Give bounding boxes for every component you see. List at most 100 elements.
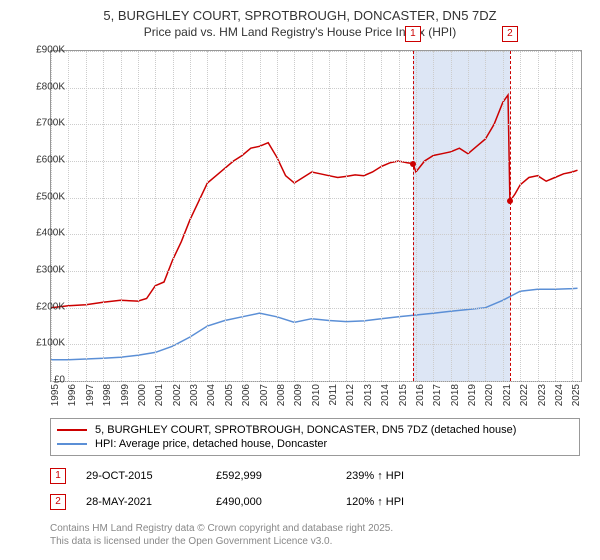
x-axis-label: 2013	[363, 384, 374, 424]
gridline-h	[51, 161, 581, 162]
marker-box: 1	[405, 26, 421, 42]
gridline-v	[103, 51, 104, 381]
gridline-h	[51, 271, 581, 272]
gridline-v	[433, 51, 434, 381]
gridline-v	[555, 51, 556, 381]
x-axis-label: 2007	[259, 384, 270, 424]
x-axis-label: 2005	[224, 384, 235, 424]
x-axis-label: 2004	[206, 384, 217, 424]
footer-line: This data is licensed under the Open Gov…	[50, 535, 393, 548]
legend-item: HPI: Average price, detached house, Donc…	[57, 437, 573, 451]
y-axis-label: £600K	[36, 155, 65, 166]
gridline-v	[86, 51, 87, 381]
gridline-v	[346, 51, 347, 381]
x-axis-label: 2014	[380, 384, 391, 424]
x-axis-label: 2015	[398, 384, 409, 424]
x-axis-label: 2010	[311, 384, 322, 424]
gridline-v	[399, 51, 400, 381]
footer-line: Contains HM Land Registry data © Crown c…	[50, 522, 393, 535]
legend-label: 5, BURGHLEY COURT, SPROTBROUGH, DONCASTE…	[95, 424, 516, 436]
marker-dot	[410, 161, 416, 167]
gridline-v	[520, 51, 521, 381]
x-axis-label: 2001	[154, 384, 165, 424]
legend-label: HPI: Average price, detached house, Donc…	[95, 438, 327, 450]
x-axis-label: 2025	[571, 384, 582, 424]
x-axis-label: 2012	[345, 384, 356, 424]
x-axis-label: 2006	[241, 384, 252, 424]
gridline-v	[51, 51, 52, 381]
x-axis-label: 1997	[85, 384, 96, 424]
gridline-h	[51, 51, 581, 52]
gridline-h	[51, 381, 581, 382]
marker-dot	[507, 198, 513, 204]
x-axis-label: 2016	[415, 384, 426, 424]
gridline-h	[51, 124, 581, 125]
gridline-v	[121, 51, 122, 381]
y-axis-label: £900K	[36, 45, 65, 56]
x-axis-label: 2022	[519, 384, 530, 424]
line-series-svg	[51, 51, 581, 381]
gridline-h	[51, 344, 581, 345]
tx-pct: 120% ↑ HPI	[346, 496, 476, 508]
tx-price: £592,999	[216, 470, 346, 482]
tx-pct: 239% ↑ HPI	[346, 470, 476, 482]
plot-area: 12	[50, 50, 582, 382]
x-axis-label: 2024	[554, 384, 565, 424]
x-axis-label: 1995	[50, 384, 61, 424]
x-axis-label: 1996	[67, 384, 78, 424]
gridline-v	[364, 51, 365, 381]
tx-marker-icon: 1	[50, 468, 66, 484]
x-axis-label: 2019	[467, 384, 478, 424]
legend-item: 5, BURGHLEY COURT, SPROTBROUGH, DONCASTE…	[57, 423, 573, 437]
gridline-v	[68, 51, 69, 381]
marker-vline	[413, 51, 414, 381]
x-axis-label: 2017	[432, 384, 443, 424]
marker-vline	[510, 51, 511, 381]
gridline-v	[260, 51, 261, 381]
y-axis-label: £500K	[36, 191, 65, 202]
transaction-row: 2 28-MAY-2021 £490,000 120% ↑ HPI	[50, 492, 580, 512]
x-axis-label: 2000	[137, 384, 148, 424]
y-axis-label: £800K	[36, 81, 65, 92]
gridline-h	[51, 198, 581, 199]
y-axis-label: £700K	[36, 118, 65, 129]
gridline-h	[51, 88, 581, 89]
marker-box: 2	[502, 26, 518, 42]
tx-date: 29-OCT-2015	[86, 470, 216, 482]
series-hpi	[51, 288, 578, 360]
gridline-v	[503, 51, 504, 381]
tx-price: £490,000	[216, 496, 346, 508]
x-axis-label: 2008	[276, 384, 287, 424]
chart-container: 5, BURGHLEY COURT, SPROTBROUGH, DONCASTE…	[0, 0, 600, 560]
x-axis-label: 2021	[502, 384, 513, 424]
chart-title: 5, BURGHLEY COURT, SPROTBROUGH, DONCASTE…	[0, 0, 600, 23]
gridline-v	[155, 51, 156, 381]
tx-marker-icon: 2	[50, 494, 66, 510]
gridline-h	[51, 308, 581, 309]
gridline-v	[538, 51, 539, 381]
series-property	[51, 95, 578, 308]
gridline-v	[485, 51, 486, 381]
gridline-v	[277, 51, 278, 381]
gridline-v	[294, 51, 295, 381]
legend-swatch	[57, 443, 87, 445]
gridline-v	[381, 51, 382, 381]
gridline-v	[312, 51, 313, 381]
gridline-v	[468, 51, 469, 381]
footer-attribution: Contains HM Land Registry data © Crown c…	[50, 522, 393, 548]
x-axis-label: 2009	[293, 384, 304, 424]
gridline-v	[451, 51, 452, 381]
transaction-table: 1 29-OCT-2015 £592,999 239% ↑ HPI 2 28-M…	[50, 466, 580, 512]
x-axis-label: 2020	[484, 384, 495, 424]
tx-date: 28-MAY-2021	[86, 496, 216, 508]
y-axis-label: £300K	[36, 265, 65, 276]
x-axis-label: 2002	[172, 384, 183, 424]
x-axis-label: 1999	[120, 384, 131, 424]
gridline-v	[242, 51, 243, 381]
gridline-v	[572, 51, 573, 381]
gridline-v	[190, 51, 191, 381]
x-axis-label: 1998	[102, 384, 113, 424]
x-axis-label: 2018	[450, 384, 461, 424]
legend-swatch	[57, 429, 87, 431]
gridline-v	[207, 51, 208, 381]
